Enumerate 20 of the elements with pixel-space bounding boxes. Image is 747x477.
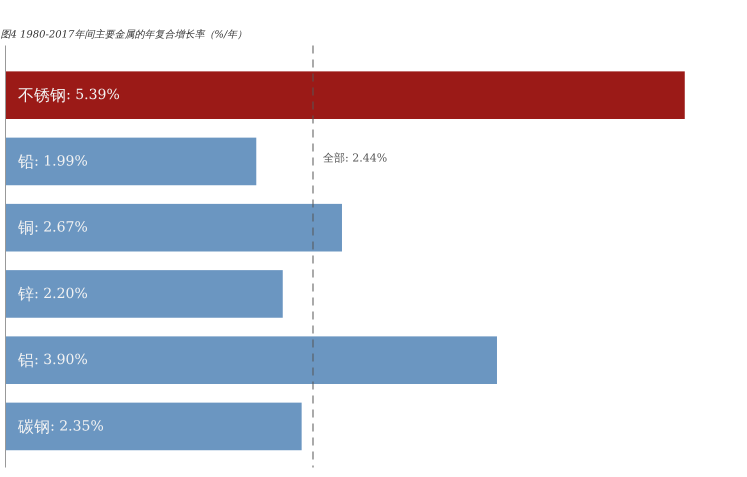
bar [6, 270, 283, 318]
bar [6, 402, 302, 450]
chart-title: 图4 1980-2017年间主要金属的年复合增长率（%/年） [0, 28, 248, 40]
bar [6, 336, 497, 384]
bar [6, 71, 685, 120]
y-tick-label: 碳钢 [17, 416, 50, 436]
ref-line-label: 全部: 2.44% [322, 152, 388, 165]
y-tick-label: 铅 [17, 152, 34, 171]
data-label: : 3.90% [34, 352, 88, 368]
bar [6, 204, 342, 252]
data-label: : 1.99% [34, 153, 88, 170]
y-tick-label: 铜 [17, 218, 34, 238]
y-tick-label: 铝 [17, 350, 34, 370]
bar [6, 138, 256, 186]
data-label: : 2.20% [34, 286, 88, 302]
data-label: : 5.39% [66, 87, 120, 104]
data-label: : 2.35% [50, 418, 104, 434]
data-label: : 2.67% [34, 220, 88, 236]
y-tick-label: 不锈钢 [18, 86, 66, 105]
y-tick-label: 锌 [17, 284, 34, 304]
